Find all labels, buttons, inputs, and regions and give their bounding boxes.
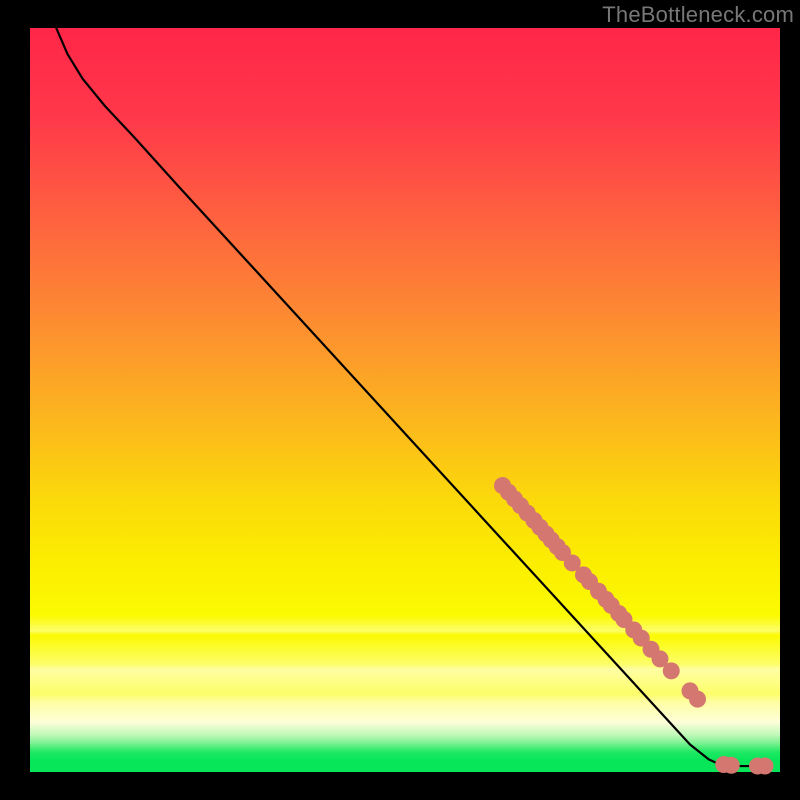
- bottleneck-chart: [0, 0, 800, 800]
- marker-point: [663, 662, 680, 679]
- marker-point: [689, 691, 706, 708]
- marker-point: [757, 758, 774, 775]
- watermark-text: TheBottleneck.com: [602, 2, 794, 28]
- marker-point: [723, 757, 740, 774]
